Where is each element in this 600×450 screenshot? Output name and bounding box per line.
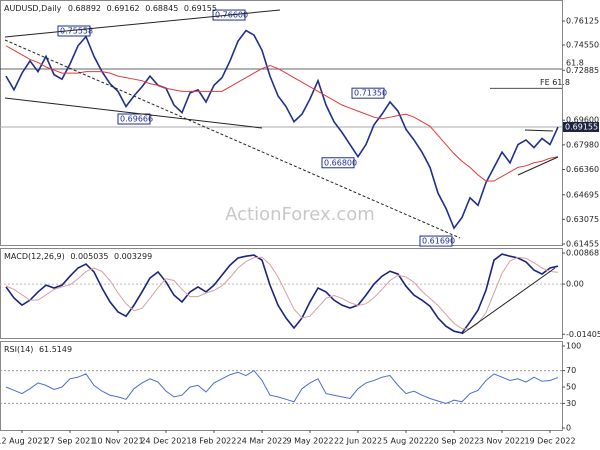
close: 0.69155 — [184, 4, 217, 13]
macd-header: MACD(12,26,9) 0.005035 0.003299 — [4, 252, 152, 261]
fib-label: 61.8 — [566, 59, 584, 68]
annotation-label: 0.71350 — [354, 89, 387, 98]
y-tick-label: 50 — [566, 383, 576, 392]
low: 0.68845 — [145, 4, 178, 13]
y-tick-label: 70 — [566, 366, 576, 375]
trendline — [517, 156, 559, 176]
annotation-box — [419, 235, 453, 247]
rsi-header: RSI(14) 61.5149 — [4, 345, 72, 354]
y-tick-label: 0.66360 — [566, 165, 599, 174]
y-tick-label: 0.76125 — [566, 17, 599, 26]
x-tick-label: 12 Aug 2021 — [0, 437, 48, 446]
rsi-title: RSI(14) — [4, 345, 33, 354]
trendline — [461, 267, 556, 335]
y-tick-label: -0.014056 — [566, 330, 600, 339]
annotation-box — [117, 113, 151, 125]
y-tick-label: 100 — [566, 342, 581, 351]
y-tick-label: 0.74550 — [566, 40, 599, 49]
trendline — [4, 9, 281, 38]
high: 0.69162 — [107, 4, 140, 13]
price-header: AUDUSD,Daily 0.68892 0.69162 0.68845 0.6… — [4, 4, 217, 13]
annotation-box — [321, 157, 355, 169]
macd-panel — [0, 248, 563, 339]
x-tick-label: 27 Sep 2021 — [45, 437, 96, 446]
price-panel — [0, 0, 563, 246]
y-tick-label: 0.64695 — [566, 190, 599, 199]
y-tick-label: 0.69600 — [566, 116, 599, 125]
last-price-label: 0.69155 — [565, 122, 598, 131]
annotation-box — [57, 25, 91, 37]
x-tick-label: 24 Dec 2021 — [140, 437, 191, 446]
symbol: AUDUSD,Daily — [4, 4, 62, 13]
macd-value: 0.005035 — [70, 252, 108, 261]
rsi-panel — [0, 341, 563, 431]
y-tick-label: 0.63075 — [566, 215, 599, 224]
series-line — [5, 369, 559, 404]
x-tick-label: 8 Feb 2022 — [192, 437, 237, 446]
annotation-label: 0.69666 — [120, 115, 153, 124]
layer: 0.76125 0.74550 0.72885 0.69600 0.67980 0.663… — [0, 9, 600, 446]
x-tick-label: 9 May 2022 — [286, 437, 333, 446]
x-tick-label: 5 Aug 2022 — [383, 437, 429, 446]
annotation-label: 0.66800 — [324, 158, 357, 167]
y-tick-label: 0.008687 — [566, 249, 600, 258]
x-tick-label: 3 Nov 2022 — [479, 437, 525, 446]
trendline — [524, 129, 554, 132]
y-tick-label: 0.61455 — [566, 240, 599, 249]
macd-title: MACD(12,26,9) — [4, 252, 65, 261]
series-line — [5, 256, 559, 330]
rsi-value: 61.5149 — [39, 345, 72, 354]
watermark: ActionForex.com — [225, 204, 375, 225]
annotation-label: 0.75558 — [60, 27, 93, 36]
fib-label: FE 61.8 — [540, 78, 570, 87]
y-tick-label: 0.67980 — [566, 140, 599, 149]
open: 0.68892 — [68, 4, 101, 13]
series-line — [5, 45, 559, 182]
x-tick-label: 20 Sep 2022 — [429, 437, 480, 446]
series-line — [5, 253, 559, 334]
annotation-label: 0.61690 — [422, 237, 455, 246]
x-tick-label: 19 Dec 2022 — [524, 437, 575, 446]
trendline — [4, 39, 461, 239]
x-tick-label: 24 Mar 2022 — [237, 437, 288, 446]
last-price-box — [563, 121, 599, 132]
y-tick-label: 0.00 — [566, 280, 584, 289]
x-tick-label: 10 Nov 2021 — [92, 437, 143, 446]
y-tick-label: 0 — [566, 424, 571, 433]
y-tick-label: 30 — [566, 399, 576, 408]
trendlines — [4, 9, 559, 335]
x-tick-label: 22 Jun 2022 — [334, 437, 382, 446]
signal-value: 0.003299 — [114, 252, 152, 261]
series-line — [5, 29, 559, 230]
y-tick-label: 0.72885 — [566, 66, 599, 75]
trendline — [4, 97, 263, 129]
annotation-box — [351, 87, 385, 99]
